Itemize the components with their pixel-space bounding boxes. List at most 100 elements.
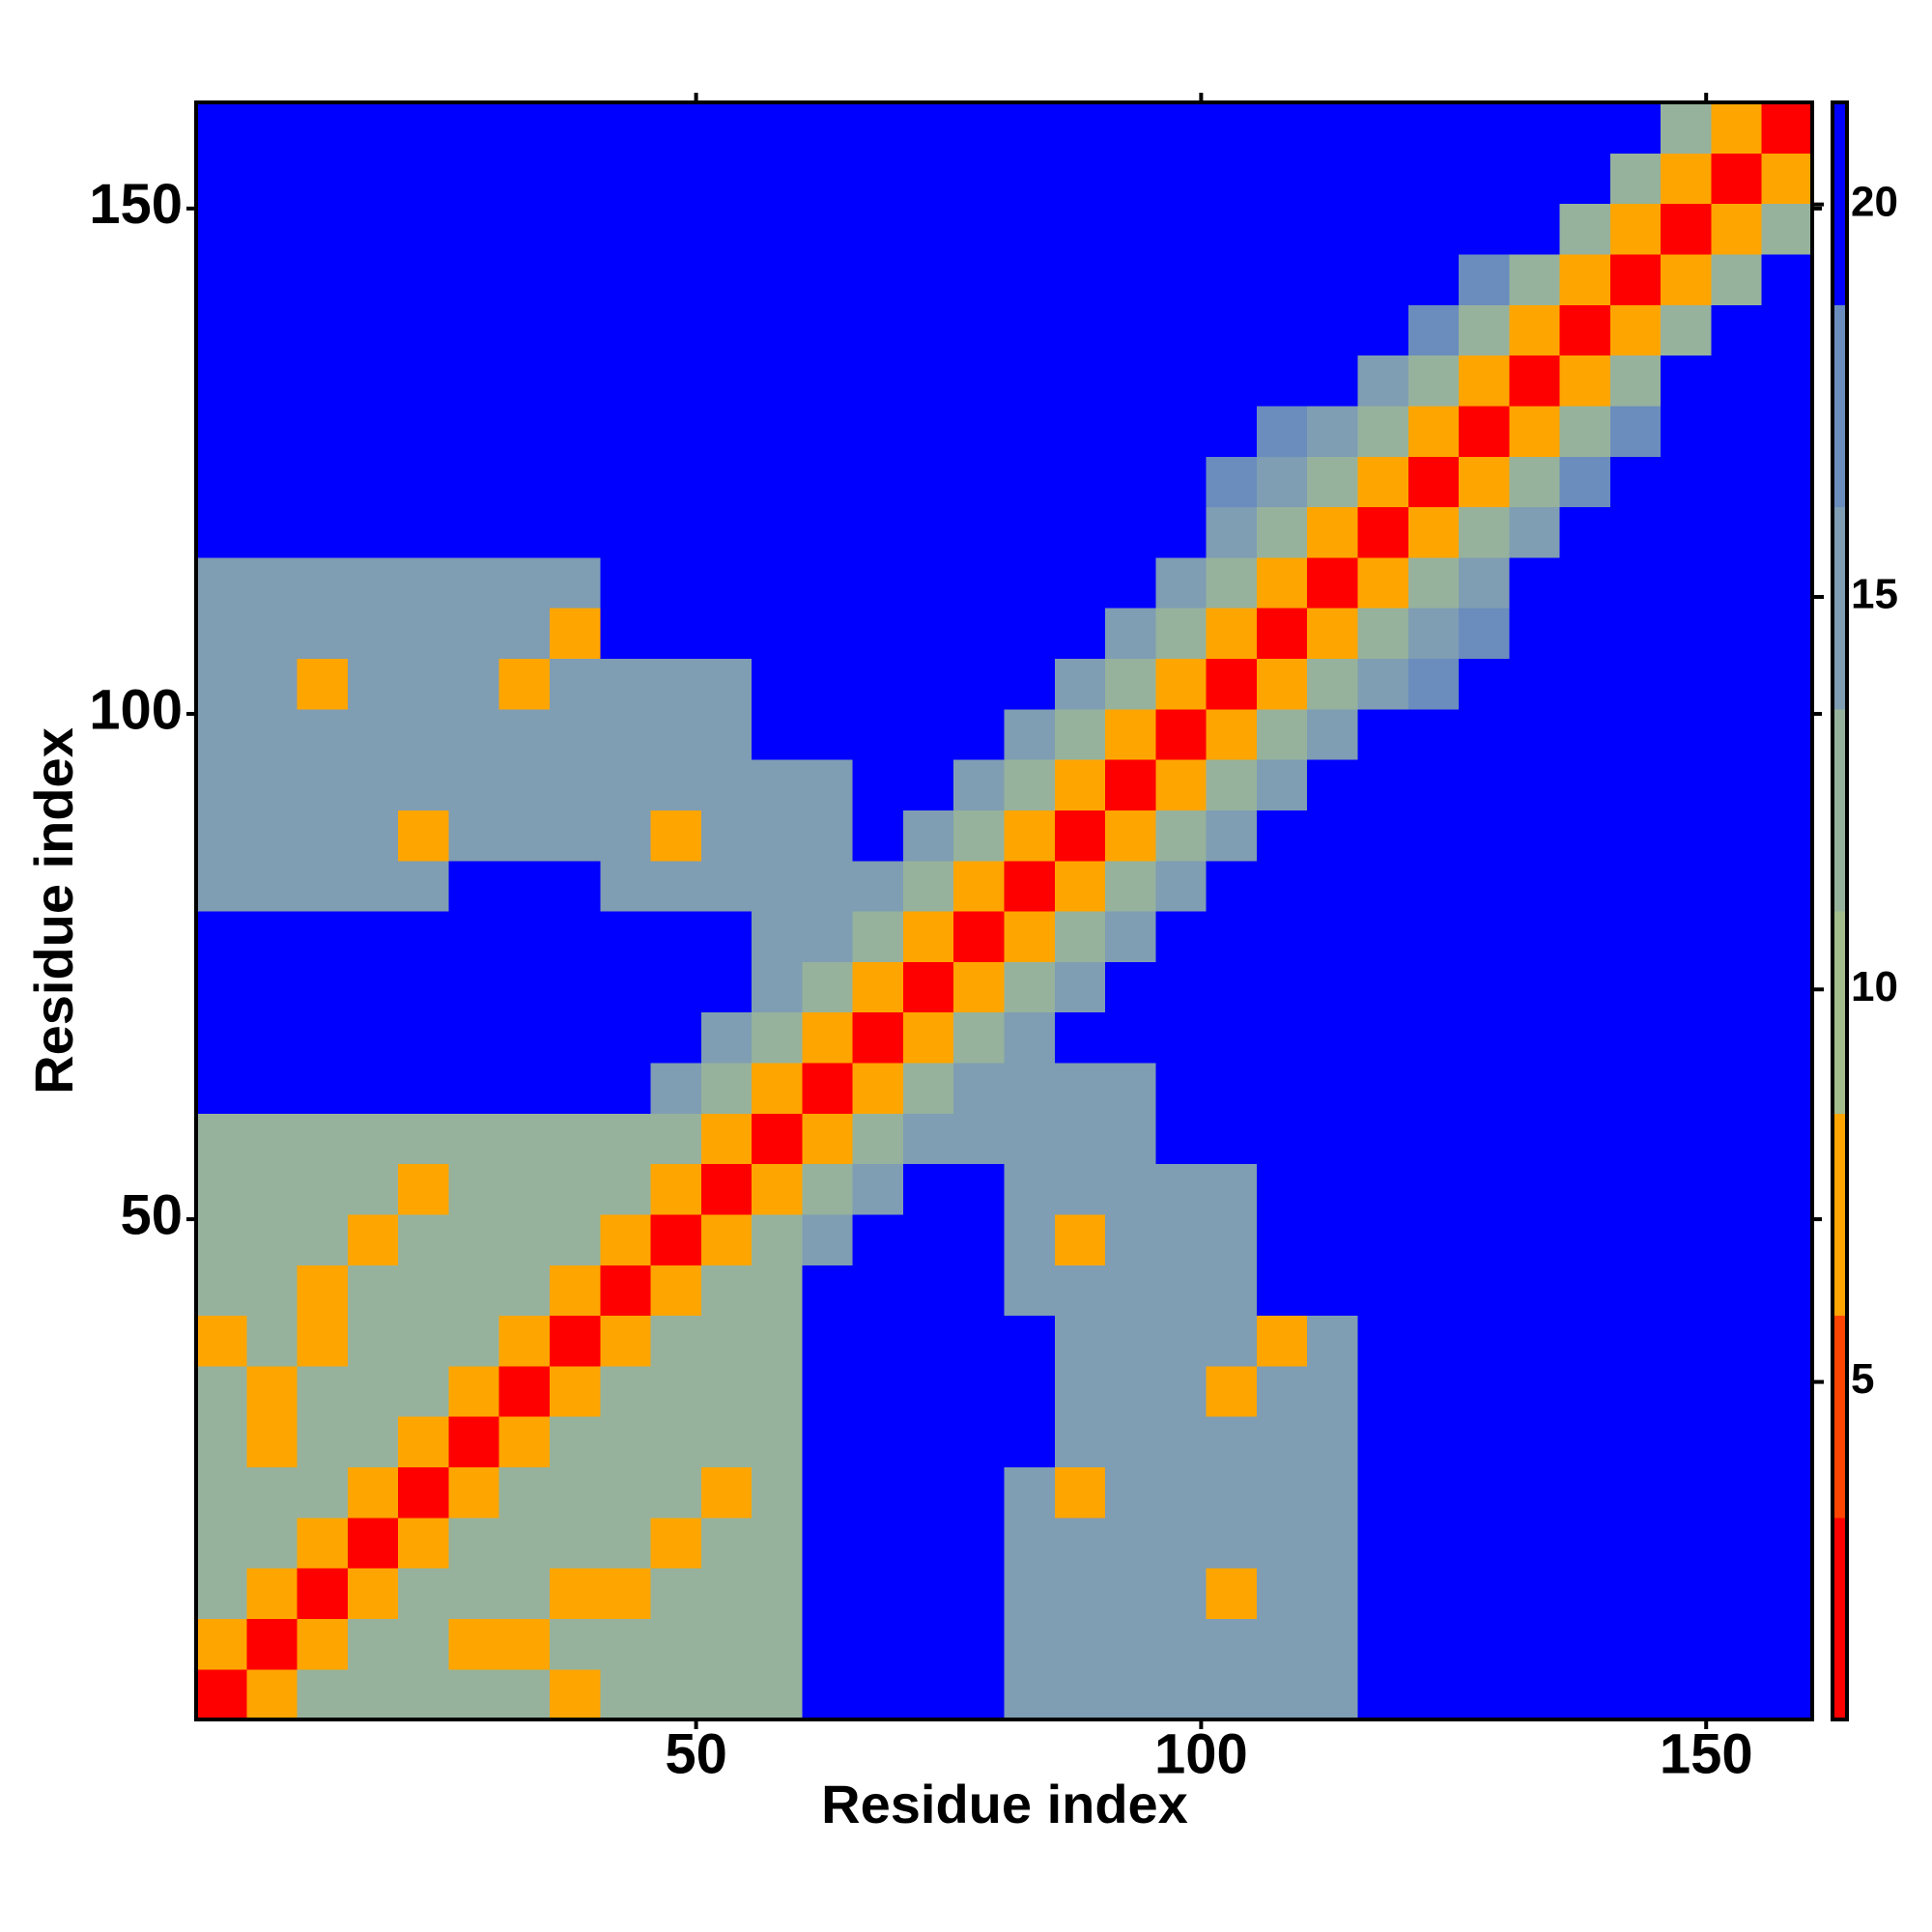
heatmap-cell <box>1206 911 1258 962</box>
heatmap-cell <box>1711 1517 1763 1569</box>
heatmap-cell <box>650 1618 702 1670</box>
heatmap-cell <box>700 860 753 912</box>
heatmap-cell <box>1459 1568 1510 1619</box>
heatmap-cell <box>1459 911 1510 962</box>
heatmap-cell <box>1609 658 1662 710</box>
heatmap-cell <box>549 203 601 255</box>
heatmap-cell <box>196 1315 247 1367</box>
heatmap-cell <box>1761 911 1813 962</box>
heatmap-cell <box>398 1668 450 1720</box>
heatmap-cell <box>1761 456 1813 508</box>
heatmap-cell <box>1206 1416 1258 1468</box>
heatmap-cell <box>852 456 904 508</box>
heatmap-cell <box>549 1466 601 1519</box>
heatmap-cell <box>802 1315 854 1367</box>
heatmap-cell <box>1407 355 1460 407</box>
heatmap-cell <box>1256 1618 1308 1670</box>
heatmap-cell <box>1459 1517 1510 1569</box>
heatmap-cell <box>752 1618 803 1670</box>
heatmap-cell <box>246 860 298 912</box>
heatmap-cell <box>1357 1113 1409 1165</box>
heatmap-cell <box>1054 1163 1106 1215</box>
heatmap-cell <box>1105 1264 1156 1317</box>
heatmap-cell <box>953 708 1006 760</box>
heatmap-cell <box>398 911 450 962</box>
heatmap-cell <box>1559 658 1611 710</box>
heatmap-cell <box>1256 658 1308 710</box>
heatmap-cell <box>600 1618 652 1670</box>
heatmap-cell <box>448 1315 500 1367</box>
heatmap-cell <box>347 1466 399 1519</box>
heatmap-cell <box>196 658 247 710</box>
heatmap-cell <box>802 304 854 356</box>
heatmap-cell <box>1661 1618 1713 1670</box>
heatmap-cell <box>1307 1466 1359 1519</box>
heatmap-cell <box>1054 304 1106 356</box>
heatmap-cell <box>953 1365 1006 1417</box>
heatmap-cell <box>1509 1365 1561 1417</box>
heatmap-cell <box>600 1365 652 1417</box>
heatmap-cell <box>297 708 349 760</box>
heatmap-cell <box>1609 153 1662 205</box>
heatmap-cell <box>347 1011 399 1064</box>
heatmap-cell <box>297 556 349 609</box>
heatmap-cell <box>398 860 450 912</box>
heatmap-cell <box>1105 708 1156 760</box>
heatmap-cell <box>549 1163 601 1215</box>
heatmap-cell <box>1206 153 1258 205</box>
heatmap-cell <box>448 355 500 407</box>
heatmap-cell <box>347 1163 399 1215</box>
heatmap-cell <box>1357 1365 1409 1417</box>
heatmap-cell <box>196 203 247 255</box>
heatmap-cell <box>1661 860 1713 912</box>
heatmap-cell <box>752 911 803 962</box>
heatmap-cell <box>1407 1668 1460 1720</box>
heatmap-cell <box>700 405 753 457</box>
heatmap-cell <box>852 1618 904 1670</box>
heatmap-cell <box>246 355 298 407</box>
heatmap-cell <box>752 608 803 660</box>
heatmap-cell <box>1054 102 1106 154</box>
heatmap-cell <box>700 911 753 962</box>
heatmap-cell <box>1761 1315 1813 1367</box>
heatmap-cell <box>1661 1213 1713 1265</box>
heatmap-cell <box>297 355 349 407</box>
heatmap-cell <box>1155 658 1208 710</box>
heatmap-cell <box>1155 253 1208 305</box>
heatmap-cell <box>650 708 702 760</box>
heatmap-cell <box>1509 608 1561 660</box>
heatmap-cell <box>498 1568 551 1619</box>
heatmap-cell <box>1459 1213 1510 1265</box>
heatmap-cell <box>1307 961 1359 1013</box>
heatmap-cell <box>852 1213 904 1265</box>
heatmap-cell <box>1357 1416 1409 1468</box>
heatmap-cell <box>902 1264 954 1317</box>
heatmap-cell <box>1711 153 1763 205</box>
heatmap-cell <box>953 1113 1006 1165</box>
heatmap-cell <box>246 304 298 356</box>
heatmap-cell <box>600 1264 652 1317</box>
heatmap-cell <box>1761 355 1813 407</box>
heatmap-cell <box>1307 1618 1359 1670</box>
plot-frame <box>194 100 1814 1721</box>
heatmap-cell <box>953 658 1006 710</box>
heatmap-cell <box>1307 1062 1359 1114</box>
heatmap-cell <box>1105 911 1156 962</box>
heatmap-cell <box>1206 1466 1258 1519</box>
heatmap-cell <box>802 203 854 255</box>
heatmap-cell <box>650 860 702 912</box>
heatmap-cell <box>802 608 854 660</box>
heatmap-cell <box>398 1618 450 1670</box>
heatmap-cell <box>700 1416 753 1468</box>
heatmap-cell <box>1307 1315 1359 1367</box>
heatmap-cell <box>902 1062 954 1114</box>
heatmap-cell <box>1256 1416 1308 1468</box>
heatmap-cell <box>347 1264 399 1317</box>
heatmap-cell <box>802 1568 854 1619</box>
heatmap-cell <box>1459 1163 1510 1215</box>
heatmap-cell <box>347 911 399 962</box>
heatmap-cell <box>600 1416 652 1468</box>
heatmap-cell <box>549 1668 601 1720</box>
heatmap-cell <box>398 1213 450 1265</box>
heatmap-cell <box>1256 608 1308 660</box>
